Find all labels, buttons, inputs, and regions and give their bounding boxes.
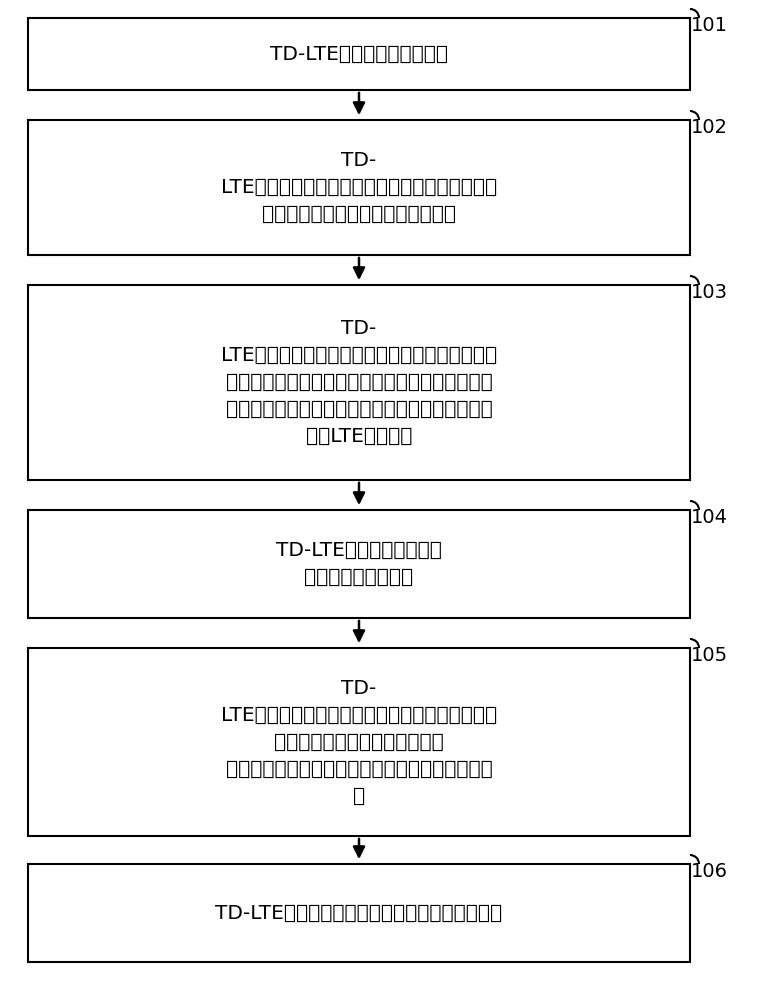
Text: TD-LTE网络侧通过主载波将调度信息通知给终端: TD-LTE网络侧通过主载波将调度信息通知给终端: [216, 904, 502, 922]
Text: 闲频段包含其它窄带系统占用的频率: 闲频段包含其它窄带系统占用的频率: [262, 205, 456, 224]
Bar: [28, 648, 690, 836]
Text: 104: 104: [691, 508, 728, 527]
Text: LTE网络侧为终端调度辅载波资源，所述调度信息: LTE网络侧为终端调度辅载波资源，所述调度信息: [221, 706, 497, 724]
Bar: [28, 864, 690, 962]
Text: 反馈的配置确认消息: 反馈的配置确认消息: [305, 568, 414, 587]
Text: 106: 106: [691, 862, 728, 881]
Text: TD-LTE网络侧确定空闲频段: TD-LTE网络侧确定空闲频段: [270, 44, 448, 64]
Bar: [28, 285, 690, 480]
Bar: [28, 510, 690, 618]
Text: TD-: TD-: [342, 319, 376, 338]
Text: 103: 103: [691, 283, 728, 302]
Text: LTE网络侧将该空闲频段作为辅载波，所述可用空: LTE网络侧将该空闲频段作为辅载波，所述可用空: [221, 178, 497, 197]
Text: TD-: TD-: [342, 678, 376, 698]
Bar: [28, 18, 690, 90]
Text: TD-LTE网络侧接收到终端: TD-LTE网络侧接收到终端: [276, 541, 442, 560]
Text: TD-: TD-: [342, 151, 376, 170]
Text: 宽的辅载波配置信息发送给终端，所述辅载波中心: 宽的辅载波配置信息发送给终端，所述辅载波中心: [226, 373, 492, 392]
Text: 101: 101: [691, 16, 728, 35]
Text: 105: 105: [691, 646, 728, 665]
Text: 102: 102: [691, 118, 728, 137]
Bar: [28, 120, 690, 255]
Text: 号: 号: [353, 786, 365, 806]
Text: LTE网络侧通过主载波将包括辅载波中心频点和带: LTE网络侧通过主载波将包括辅载波中心频点和带: [221, 346, 497, 365]
Text: 为非LTE标准带宽: 为非LTE标准带宽: [306, 427, 412, 446]
Text: 能够指示非标带宽辅载波的所有: 能够指示非标带宽辅载波的所有: [274, 732, 444, 752]
Text: 频点为可用空闲频段的中心频点，所述辅载波带宽: 频点为可用空闲频段的中心频点，所述辅载波带宽: [226, 400, 492, 419]
Text: 资源块，并能避开辅载波频率范围内的窄带干扰信: 资源块，并能避开辅载波频率范围内的窄带干扰信: [226, 760, 492, 778]
